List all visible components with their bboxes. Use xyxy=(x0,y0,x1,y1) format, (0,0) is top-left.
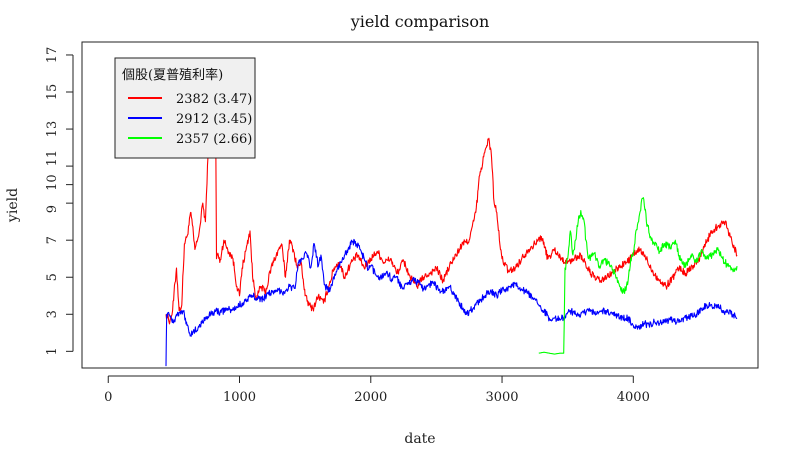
series-line-2382 xyxy=(165,58,738,325)
y-tick-label: 9 xyxy=(45,205,60,213)
legend-entry-2357: 2357 (2.66) xyxy=(176,132,252,147)
y-tick-label: 15 xyxy=(45,84,60,101)
series-line-2912 xyxy=(165,238,738,367)
x-tick-label: 0 xyxy=(104,390,112,405)
y-axis-title: yield xyxy=(5,188,21,223)
series-line-2357 xyxy=(538,197,738,355)
y-tick-label: 17 xyxy=(45,47,60,64)
plot-lines xyxy=(165,58,738,367)
y-tick-label: 3 xyxy=(45,310,60,318)
legend: 個股(夏普殖利率) 2382 (3.47) 2912 (3.45) 2357 (… xyxy=(114,57,256,159)
legend-entry-2382: 2382 (3.47) xyxy=(176,92,252,107)
legend-entry-2912: 2912 (3.45) xyxy=(176,112,252,127)
y-tick-label: 10 xyxy=(45,174,60,191)
legend-box xyxy=(114,57,256,159)
x-tick-label: 4000 xyxy=(617,390,650,405)
y-tick-label: 11 xyxy=(45,150,60,167)
x-tick-label: 2000 xyxy=(354,390,387,405)
x-tick-label: 3000 xyxy=(485,390,518,405)
legend-title: 個股(夏普殖利率) xyxy=(122,67,223,83)
plot-frame xyxy=(81,41,759,369)
x-tick-label: 1000 xyxy=(223,390,256,405)
x-axis: 0 1000 2000 3000 4000 xyxy=(104,375,650,405)
y-tick-label: 1 xyxy=(45,347,60,355)
y-tick-label: 5 xyxy=(45,273,60,281)
chart-title: yield comparison xyxy=(350,12,490,31)
x-axis-title: date xyxy=(404,431,435,447)
y-tick-label: 7 xyxy=(45,236,60,244)
y-tick-label: 13 xyxy=(45,121,60,138)
